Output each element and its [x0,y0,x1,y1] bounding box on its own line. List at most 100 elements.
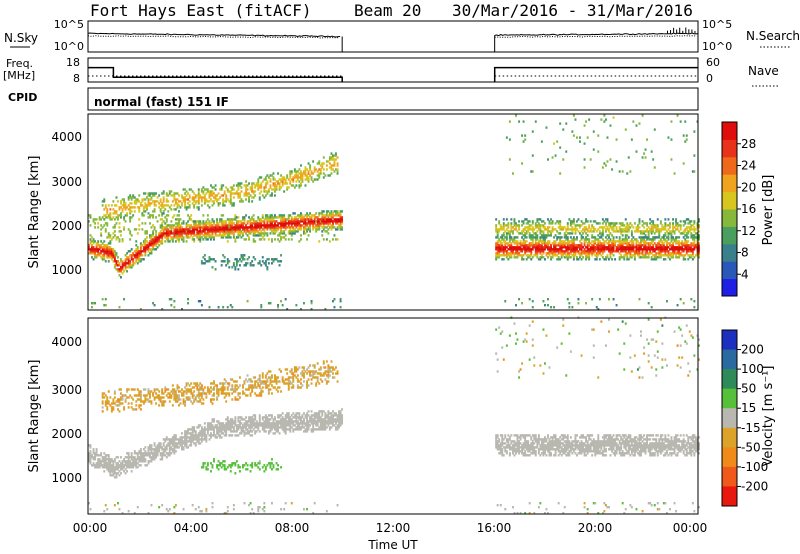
power-cell [641,244,644,247]
velocity-cell [200,510,203,513]
velocity-cell [115,400,118,403]
power-cell [656,256,659,259]
power-cell [655,258,658,261]
power-cell [229,196,232,199]
velocity-cell [208,426,211,429]
power-cell [566,242,569,245]
power-cell [325,222,328,225]
power-cell [117,236,119,239]
power-cell [161,226,164,229]
power-cell [235,216,238,219]
velocity-cell [113,466,116,469]
power-cell [245,190,248,193]
power-cell [597,246,600,249]
power-cell [260,226,263,229]
power-cell [693,226,696,229]
power-cell [336,220,339,223]
power-cell [214,226,217,229]
power-cell [275,228,278,231]
power-cell [277,216,280,219]
power-cell [556,236,559,239]
power-cell [684,242,687,245]
power-cell [553,246,556,249]
power-cell [513,236,516,239]
power-cell [322,224,325,227]
velocity-cell [144,388,147,391]
velocity-cell [118,404,121,407]
power-cell [269,180,272,183]
power-cell [156,220,159,223]
power-cell [254,234,257,237]
power-cell [158,238,161,241]
power-cell [232,218,235,221]
power-cell [644,248,647,251]
velocity-cell [139,458,142,461]
power-cell [614,258,617,261]
power-cell [165,204,168,207]
velocity-cell [126,466,129,469]
power-cell [510,254,513,257]
velocity-cell [156,394,159,397]
power-cell [698,236,700,239]
power-cell [618,236,621,239]
power-cell [309,168,312,171]
power-cell [127,228,130,231]
power-cell [232,236,235,239]
power-cell [264,190,267,193]
velocity-cell [91,464,93,467]
power-cell [675,242,678,245]
power-cell [167,238,170,241]
power-cell [91,302,93,305]
power-cell [627,224,630,227]
power-cell [173,230,176,233]
power-cell [605,222,607,225]
power-cell [271,240,273,243]
power-cell [196,194,199,197]
velocity-cell [107,400,110,403]
velocity-cell [210,398,212,401]
power-cell [652,230,655,233]
power-cell [133,228,136,231]
power-cell [328,214,331,217]
power-cell [542,242,545,245]
power-cell [510,244,513,247]
velocity-cell [104,504,107,507]
power-cell [213,228,215,231]
power-cell [629,252,632,255]
velocity-cell [158,446,161,449]
power-cell [589,248,592,251]
velocity-cell [97,460,100,463]
power-cell [100,218,103,221]
power-cell [264,186,267,189]
power-cell [615,250,618,253]
power-cell [136,252,139,255]
power-cell [547,228,549,231]
power-cell [120,212,122,215]
power-cell [284,178,287,181]
power-cell [240,200,243,203]
power-cell [179,232,182,235]
power-cell [498,220,501,223]
power-cell [496,246,499,249]
power-cell [513,240,516,243]
power-cell [174,226,177,229]
power-cell [539,240,542,243]
power-cell [200,232,203,235]
power-cell [328,166,331,169]
power-cell [287,214,290,217]
velocity-cell [219,462,222,465]
power-cell [286,308,289,311]
power-cell [277,228,280,231]
power-cell [623,238,626,241]
power-cell [698,250,700,253]
power-cell [565,236,568,239]
power-cell [659,244,662,247]
power-cell [592,230,595,233]
power-cell [545,236,548,239]
power-cell [569,250,572,253]
velocity-cell [117,456,119,459]
power-cell [547,304,549,307]
velocity-cell [135,400,138,403]
power-cell [252,234,255,237]
power-cell [696,236,699,239]
